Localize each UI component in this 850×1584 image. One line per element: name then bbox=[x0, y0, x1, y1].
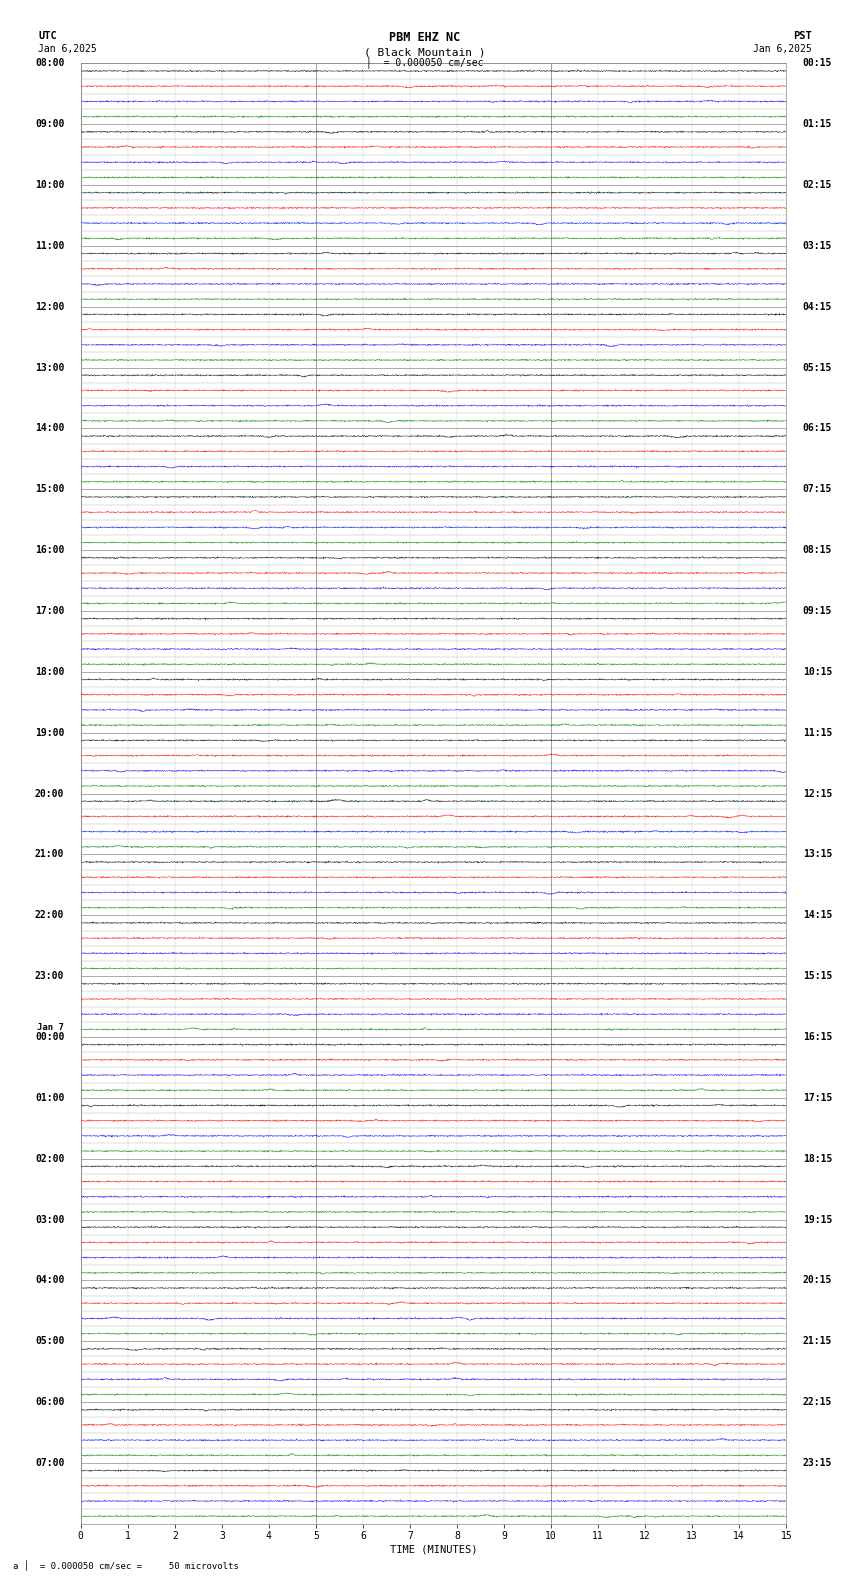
Text: 09:00: 09:00 bbox=[35, 119, 65, 130]
Text: UTC: UTC bbox=[38, 32, 57, 41]
Text: 06:00: 06:00 bbox=[35, 1397, 65, 1407]
Text: 15:00: 15:00 bbox=[35, 485, 65, 494]
Text: 05:15: 05:15 bbox=[802, 363, 832, 372]
Text: 00:00: 00:00 bbox=[35, 1033, 65, 1042]
Text: 03:00: 03:00 bbox=[35, 1215, 65, 1224]
Text: 02:00: 02:00 bbox=[35, 1153, 65, 1164]
Text: 20:00: 20:00 bbox=[35, 789, 65, 798]
Text: 19:00: 19:00 bbox=[35, 727, 65, 738]
Text: 19:15: 19:15 bbox=[802, 1215, 832, 1224]
Text: 03:15: 03:15 bbox=[802, 241, 832, 250]
Text: 21:00: 21:00 bbox=[35, 849, 65, 860]
Text: 22:15: 22:15 bbox=[802, 1397, 832, 1407]
Text: 14:00: 14:00 bbox=[35, 423, 65, 434]
Text: Jan 6,2025: Jan 6,2025 bbox=[753, 44, 812, 54]
Text: PBM EHZ NC: PBM EHZ NC bbox=[389, 32, 461, 44]
Text: 18:15: 18:15 bbox=[802, 1153, 832, 1164]
Text: 13:15: 13:15 bbox=[802, 849, 832, 860]
Text: 11:00: 11:00 bbox=[35, 241, 65, 250]
Text: 20:15: 20:15 bbox=[802, 1275, 832, 1285]
Text: 23:15: 23:15 bbox=[802, 1457, 832, 1468]
Text: 13:00: 13:00 bbox=[35, 363, 65, 372]
Text: 22:00: 22:00 bbox=[35, 911, 65, 920]
Text: PST: PST bbox=[793, 32, 812, 41]
Text: a │  = 0.000050 cm/sec =     50 microvolts: a │ = 0.000050 cm/sec = 50 microvolts bbox=[13, 1560, 239, 1571]
Text: │  = 0.000050 cm/sec: │ = 0.000050 cm/sec bbox=[366, 57, 484, 68]
Text: 18:00: 18:00 bbox=[35, 667, 65, 676]
Text: 16:00: 16:00 bbox=[35, 545, 65, 554]
Text: 01:00: 01:00 bbox=[35, 1093, 65, 1102]
Text: 10:15: 10:15 bbox=[802, 667, 832, 676]
Text: 08:15: 08:15 bbox=[802, 545, 832, 554]
Text: 15:15: 15:15 bbox=[802, 971, 832, 980]
Text: 04:15: 04:15 bbox=[802, 303, 832, 312]
Text: 17:00: 17:00 bbox=[35, 607, 65, 616]
Text: 12:00: 12:00 bbox=[35, 303, 65, 312]
Text: Jan 7: Jan 7 bbox=[37, 1023, 65, 1033]
Text: ( Black Mountain ): ( Black Mountain ) bbox=[365, 48, 485, 57]
Text: 23:00: 23:00 bbox=[35, 971, 65, 980]
Text: 00:15: 00:15 bbox=[802, 59, 832, 68]
Text: 14:15: 14:15 bbox=[802, 911, 832, 920]
Text: 10:00: 10:00 bbox=[35, 181, 65, 190]
Text: 01:15: 01:15 bbox=[802, 119, 832, 130]
Text: 11:15: 11:15 bbox=[802, 727, 832, 738]
Text: 12:15: 12:15 bbox=[802, 789, 832, 798]
Text: 17:15: 17:15 bbox=[802, 1093, 832, 1102]
Text: 07:00: 07:00 bbox=[35, 1457, 65, 1468]
Text: 06:15: 06:15 bbox=[802, 423, 832, 434]
Text: 09:15: 09:15 bbox=[802, 607, 832, 616]
Text: 08:00: 08:00 bbox=[35, 59, 65, 68]
Text: 16:15: 16:15 bbox=[802, 1033, 832, 1042]
Text: 21:15: 21:15 bbox=[802, 1337, 832, 1346]
Text: 04:00: 04:00 bbox=[35, 1275, 65, 1285]
Text: 07:15: 07:15 bbox=[802, 485, 832, 494]
X-axis label: TIME (MINUTES): TIME (MINUTES) bbox=[390, 1544, 477, 1555]
Text: Jan 6,2025: Jan 6,2025 bbox=[38, 44, 97, 54]
Text: 05:00: 05:00 bbox=[35, 1337, 65, 1346]
Text: 02:15: 02:15 bbox=[802, 181, 832, 190]
